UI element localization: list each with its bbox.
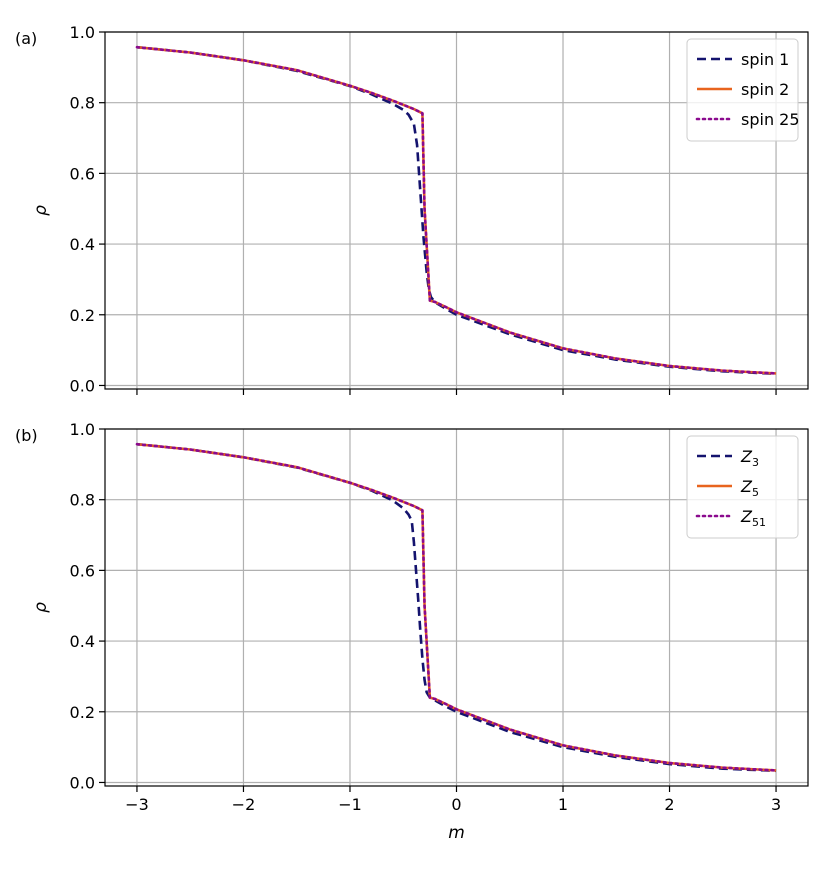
y-axis-label: ρ <box>31 602 51 613</box>
x-tick-label: 1 <box>558 795 568 814</box>
legend-box <box>686 435 799 539</box>
legend-box <box>686 38 799 142</box>
x-tick-label: 0 <box>451 795 461 814</box>
legend-label-3: Z51 <box>740 507 766 529</box>
panel-label: (a) <box>15 29 37 48</box>
panel-label: (b) <box>15 426 38 445</box>
y-tick-label: 0.2 <box>70 703 95 722</box>
legend-label-1: spin 1 <box>741 50 789 69</box>
y-tick-label: 0.6 <box>70 561 95 580</box>
legend-label-1: Z3 <box>740 447 759 469</box>
y-tick-label: 0.6 <box>70 164 95 183</box>
y-tick-label: 0.0 <box>70 376 95 395</box>
y-tick-label: 0.8 <box>70 94 95 113</box>
x-tick-label: −2 <box>232 795 256 814</box>
x-axis-label: m <box>448 823 465 843</box>
legend-label-3: spin 25 <box>741 110 800 129</box>
y-tick-label: 0.0 <box>70 773 95 792</box>
panel-b: −3 −2 −1 0 1 2 3 0.0 0.2 0.4 0.6 0.8 1.0 ρ m (b) Z3 Z5 Z51 <box>15 420 809 843</box>
y-tick-label: 1.0 <box>70 23 95 42</box>
y-tick-label: 0.4 <box>70 632 95 651</box>
y-axis-label: ρ <box>31 205 51 216</box>
legend-label-2: Z5 <box>740 477 759 499</box>
y-tick-label: 0.8 <box>70 491 95 510</box>
x-tick-label: 3 <box>771 795 781 814</box>
y-tick-label: 0.2 <box>70 306 95 325</box>
legend: spin 1 spin 2 spin 25 <box>686 38 800 142</box>
y-tick-label: 0.4 <box>70 235 95 254</box>
x-tick-label: 2 <box>664 795 674 814</box>
series-line-3 <box>135 45 778 375</box>
series-line-3 <box>135 442 778 772</box>
x-tick-label: −1 <box>338 795 362 814</box>
legend: Z3 Z5 Z51 <box>686 435 799 539</box>
x-tick-label: −3 <box>125 795 149 814</box>
panel-a: 0.0 0.2 0.4 0.6 0.8 1.0 ρ (a) spin 1 spin 2 spin 2… <box>15 23 809 395</box>
legend-label-2: spin 2 <box>741 80 789 99</box>
y-tick-label: 1.0 <box>70 420 95 439</box>
